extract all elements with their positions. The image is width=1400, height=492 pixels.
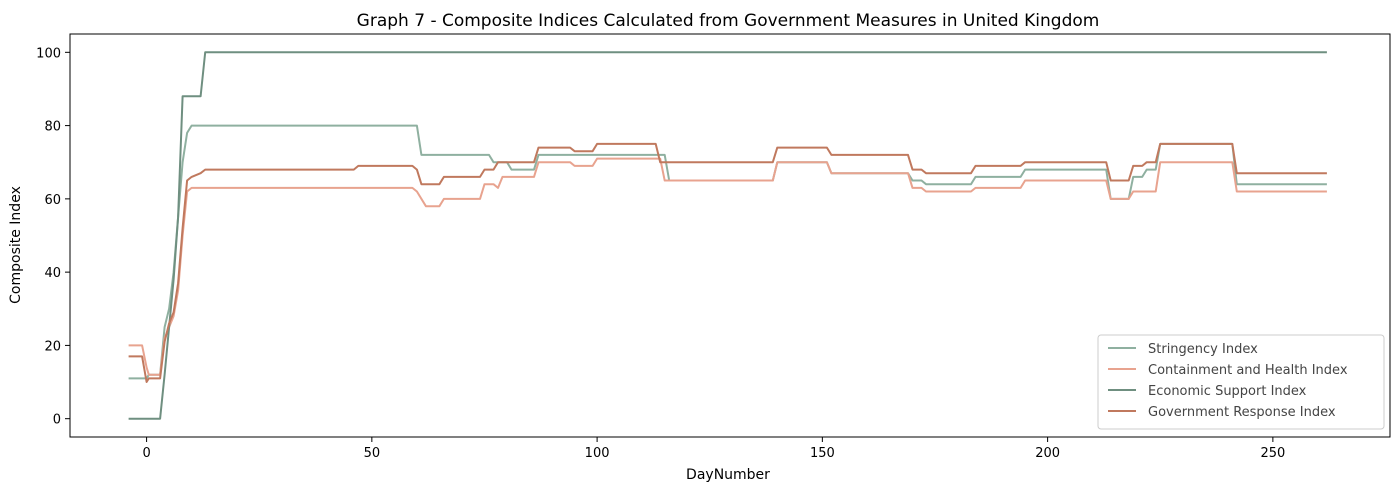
y-tick-label: 100 [36, 46, 61, 61]
legend: Stringency Index Containment and Health I… [1097, 334, 1385, 430]
y-axis-label: Composite Index [8, 186, 24, 304]
y-tick-label: 80 [44, 120, 61, 135]
legend-label-1: Stringency Index [1148, 342, 1258, 357]
x-tick-label: 150 [810, 446, 835, 461]
x-tick-label: 250 [1260, 446, 1285, 461]
x-axis: 0 50 100 150 200 250 [142, 437, 1285, 461]
legend-box [1097, 334, 1385, 430]
x-tick-label: 100 [585, 446, 610, 461]
plot-area [69, 33, 1391, 438]
x-tick-label: 0 [142, 446, 150, 461]
legend-label-4: Government Response Index [1148, 405, 1336, 420]
x-tick-label: 50 [364, 446, 381, 461]
y-tick-label: 0 [53, 413, 61, 428]
legend-label-2: Containment and Health Index [1148, 363, 1348, 378]
y-axis: 0 20 40 60 80 100 [36, 46, 70, 428]
y-tick-label: 60 [44, 193, 61, 208]
y-tick-label: 20 [44, 339, 61, 354]
series-line-4 [128, 142, 1327, 383]
chart-title: Graph 7 - Composite Indices Calculated f… [357, 11, 1100, 31]
legend-label-3: Economic Support Index [1148, 384, 1307, 399]
x-tick-label: 200 [1035, 446, 1060, 461]
series-line-3 [128, 51, 1327, 420]
y-tick-label: 40 [44, 266, 61, 281]
x-axis-label: DayNumber [686, 467, 770, 483]
